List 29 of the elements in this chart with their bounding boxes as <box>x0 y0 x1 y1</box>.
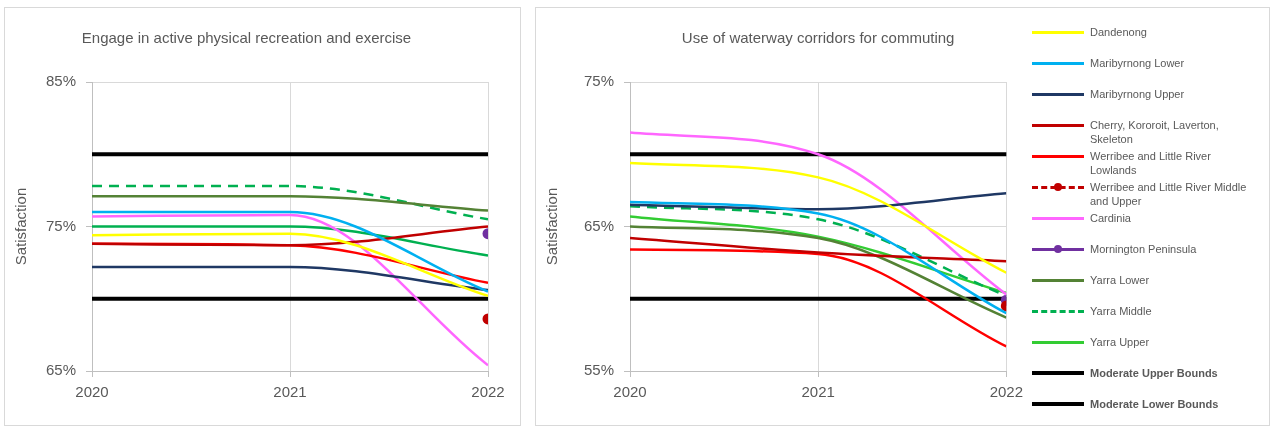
x-tick-label: 2021 <box>801 383 835 401</box>
legend-label: Werribee and Little River Lowlands <box>1090 150 1211 176</box>
chart-title: Use of waterway corridors for commuting <box>681 29 955 47</box>
legend-label: Yarra Middle <box>1090 305 1152 317</box>
legend-label: Cardinia <box>1090 212 1131 224</box>
legend-label: Maribyrnong Upper <box>1090 88 1185 100</box>
legend-label: Moderate Lower Bounds <box>1090 398 1219 410</box>
x-tick-label: 2021 <box>273 383 307 401</box>
legend-label: Maribyrnong Lower <box>1090 57 1185 69</box>
x-tick-label: 2022 <box>989 383 1023 401</box>
legend-label: Yarra Upper <box>1090 336 1150 348</box>
legend-label: Moderate Upper Bounds <box>1090 367 1218 379</box>
x-tick-label: 2020 <box>613 383 647 401</box>
y-tick-label: 55% <box>583 361 614 379</box>
y-tick-label: 75% <box>583 72 614 90</box>
x-tick-label: 2022 <box>471 383 505 401</box>
y-tick-label: 65% <box>45 361 76 379</box>
y-axis-title: Satisfaction <box>543 187 561 266</box>
legend-label: Dandenong <box>1090 26 1147 38</box>
legend-label: Yarra Lower <box>1090 274 1150 286</box>
x-tick-label: 2020 <box>75 383 109 401</box>
legend-label: Mornington Peninsula <box>1090 243 1197 255</box>
chart-title: Engage in active physical recreation and exercise <box>81 29 412 47</box>
y-tick-label: 75% <box>45 216 76 234</box>
y-axis-title: Satisfaction <box>12 187 30 266</box>
legend-label: Werribee and Little River Middle and Upper <box>1090 181 1247 207</box>
y-tick-label: 65% <box>583 216 614 234</box>
y-tick-label: 85% <box>45 72 76 90</box>
legend-label: Cherry, Kororoit, Laverton, Skeleton <box>1090 119 1219 145</box>
